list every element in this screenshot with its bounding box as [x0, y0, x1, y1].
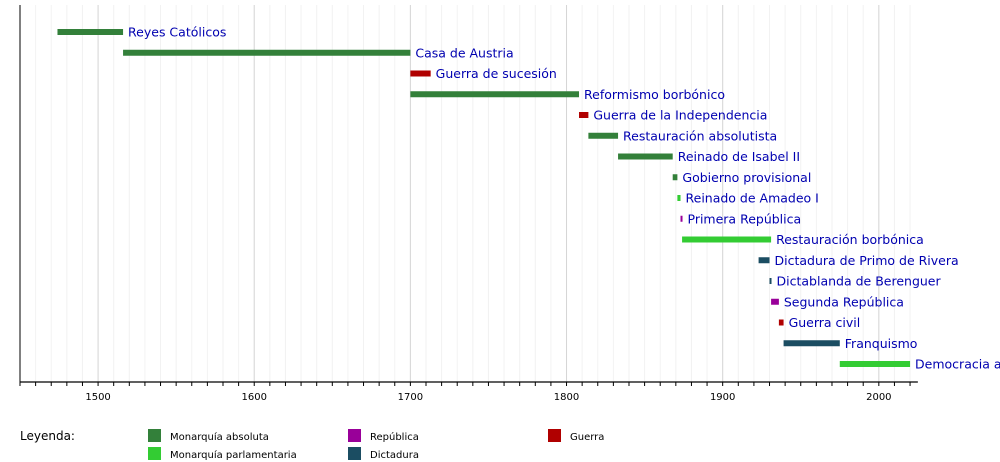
legend-label: Monarquía parlamentaria	[170, 449, 297, 461]
legend-swatch	[348, 429, 361, 442]
legend-label: Monarquía absoluta	[170, 431, 269, 443]
period-label: Segunda República	[784, 294, 904, 309]
tick-label: 1600	[241, 392, 266, 403]
period-bar	[410, 70, 431, 77]
period-label: Dictadura de Primo de Rivera	[775, 253, 959, 268]
tick-label: 2000	[866, 392, 891, 403]
legend-swatch	[348, 447, 361, 460]
x-axis: 1500 1600 1700 1800 1900 2000	[19, 5, 918, 403]
period-bar	[778, 319, 784, 326]
period-label: Primera República	[688, 211, 802, 226]
period-bars: Reyes Católicos Casa de Austria Guerra de …	[57, 25, 1000, 372]
legend-swatch	[148, 447, 161, 460]
period-bar	[682, 236, 772, 243]
legend-title: Leyenda:	[20, 429, 75, 443]
period-label: Restauración absolutista	[623, 128, 777, 143]
period-bar	[123, 49, 411, 56]
period-bar	[677, 195, 681, 201]
period-label: Guerra civil	[789, 315, 861, 330]
tick-label: 1900	[710, 392, 735, 403]
legend-label: Dictadura	[370, 450, 419, 461]
legend: Leyenda: Monarquía absoluta Monarquía parl…	[20, 429, 604, 461]
legend-swatch	[548, 429, 561, 442]
period-bar	[771, 298, 779, 305]
period-label: Casa de Austria	[415, 45, 513, 60]
period-label: Restauración borbónica	[776, 232, 924, 247]
period-label: Reinado de Amadeo I	[686, 191, 819, 206]
legend-label: Guerra	[570, 432, 604, 443]
grid	[19, 5, 911, 382]
period-bar	[680, 215, 683, 222]
legend-swatch	[148, 429, 161, 442]
period-label: Dictablanda de Berenguer	[777, 274, 942, 289]
period-bar	[839, 361, 911, 367]
period-label: Gobierno provisional	[682, 170, 811, 185]
tick-label: 1700	[398, 392, 423, 403]
period-bar	[672, 174, 678, 181]
period-label: Reinado de Isabel II	[678, 149, 800, 164]
tick-label: 1800	[554, 392, 579, 403]
period-bar	[783, 340, 840, 347]
period-label: Franquismo	[845, 336, 918, 351]
period-label: Reyes Católicos	[128, 25, 226, 40]
period-label: Reformismo borbónico	[584, 87, 725, 102]
period-bar	[588, 132, 619, 139]
period-label: Guerra de la Independencia	[593, 108, 767, 123]
period-label: Guerra de sucesión	[436, 66, 557, 81]
legend-label: República	[370, 431, 419, 443]
tick-label: 1500	[85, 392, 110, 403]
period-bar	[618, 153, 673, 160]
period-bar	[758, 257, 770, 264]
period-label: Democracia actual	[915, 357, 1000, 372]
period-bar	[579, 112, 589, 118]
period-bar	[769, 278, 772, 284]
period-bar	[410, 91, 580, 98]
period-bar	[57, 29, 124, 35]
